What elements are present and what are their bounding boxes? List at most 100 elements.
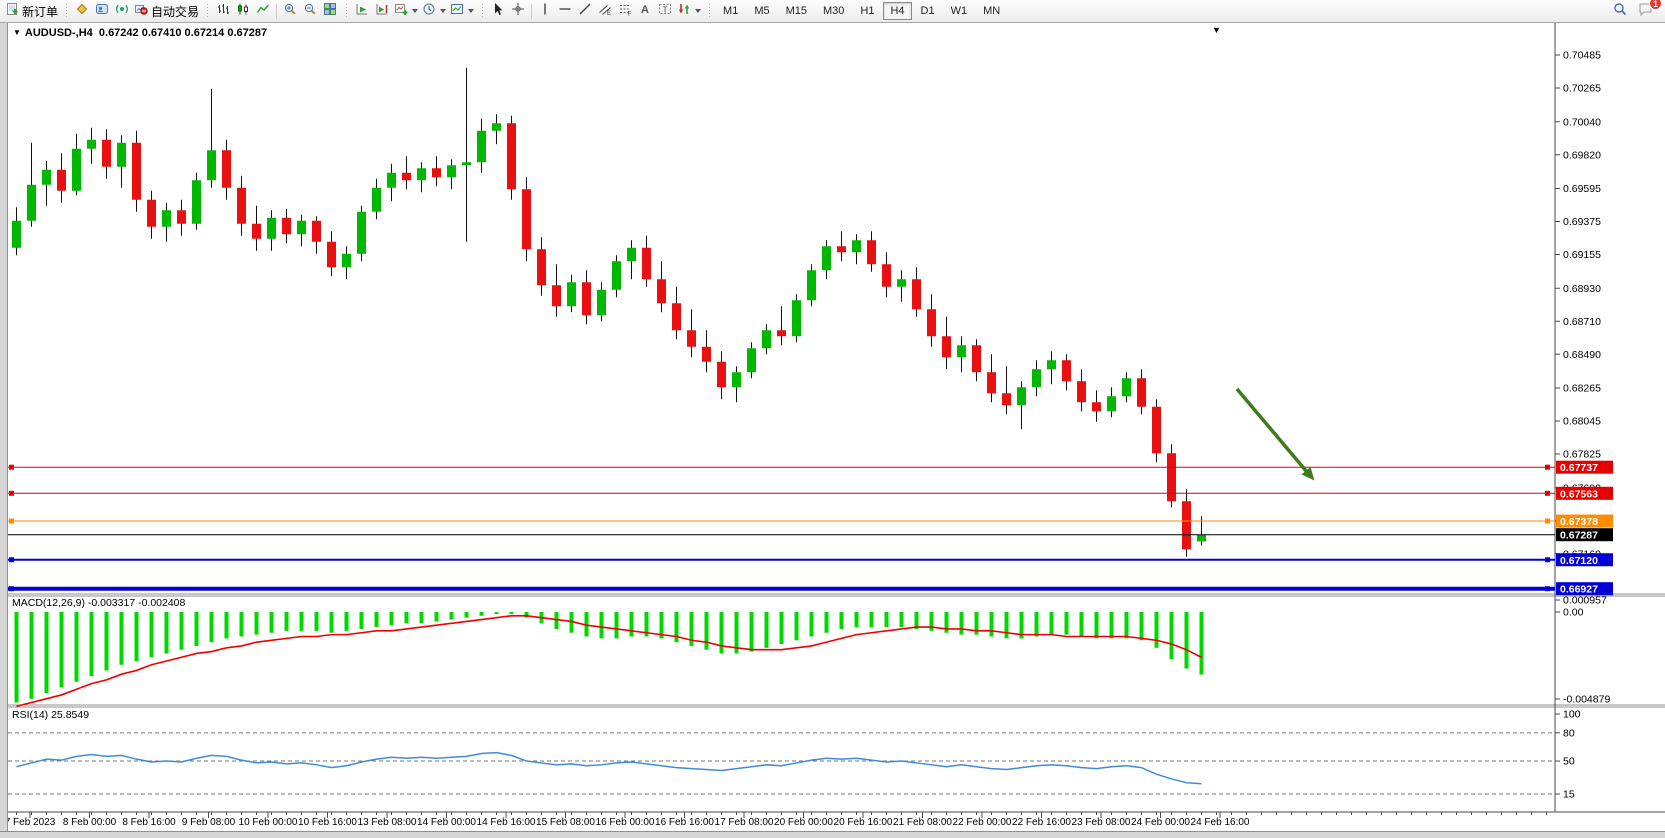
equidistant-channel-button[interactable]: E <box>595 1 615 21</box>
line-handle[interactable] <box>9 586 14 592</box>
timeframe-D1[interactable]: D1 <box>920 5 935 17</box>
macd-bar <box>134 612 139 662</box>
templates-button[interactable] <box>448 1 476 21</box>
main-toolbar: 新订单 自动交易 E F A T M1 M5 M15 M30 H1 H4 D1 W1 MN 1 <box>0 0 1665 23</box>
toolbar-separator <box>531 3 533 19</box>
candle-body <box>867 240 876 265</box>
line-handle[interactable] <box>1545 586 1550 592</box>
fibonacci-button[interactable]: F <box>615 1 635 21</box>
macd-bar <box>359 612 364 629</box>
zoom-out-button[interactable] <box>300 1 320 21</box>
line-handle[interactable] <box>9 490 14 496</box>
horizontal-line-button[interactable] <box>555 1 575 21</box>
line-handle[interactable] <box>1545 464 1550 470</box>
chat-button[interactable]: 1 <box>1636 0 1662 21</box>
macd-bar <box>164 612 169 654</box>
indicators-button[interactable] <box>392 1 420 21</box>
trendline-button[interactable] <box>575 1 595 21</box>
vertical-line-button[interactable] <box>535 1 555 21</box>
zoom-in-button[interactable] <box>280 1 300 21</box>
line-handle[interactable] <box>9 464 14 470</box>
arrows-button[interactable] <box>675 1 703 21</box>
candle-body <box>372 187 381 212</box>
autotrading-button[interactable]: 自动交易 <box>132 1 201 21</box>
timeframe-M5[interactable]: M5 <box>754 5 770 17</box>
tile-windows-button[interactable] <box>320 1 340 21</box>
macd-bar <box>209 612 214 643</box>
chart-collapse-icon[interactable]: ▼ <box>13 28 21 37</box>
new-order-button[interactable]: 新订单 <box>3 1 60 21</box>
macd-bar <box>674 612 679 643</box>
chart-title: ▼ AUDUSD-,H4 0.67242 0.67410 0.67214 0.67… <box>13 27 267 39</box>
timeframe-H4[interactable]: H4 <box>883 2 912 20</box>
macd-bar <box>59 612 64 688</box>
dropdown-caret[interactable] <box>468 9 475 13</box>
candle-body <box>1122 378 1131 397</box>
toolbar-grip <box>479 3 486 19</box>
candle-body <box>1107 396 1116 412</box>
market-button[interactable] <box>72 1 92 21</box>
text-button[interactable]: A <box>635 1 655 21</box>
toolbar-grip <box>706 3 713 19</box>
macd-bar <box>1169 612 1174 660</box>
candle-body <box>282 217 291 235</box>
dropdown-caret[interactable] <box>695 9 702 13</box>
candle-body <box>1002 393 1011 406</box>
time-tick-label: 16 Feb 00:00 <box>596 817 655 828</box>
timeframe-MN[interactable]: MN <box>983 5 1001 17</box>
timeframe-M30[interactable]: M30 <box>823 5 845 17</box>
chart-shift-marker[interactable]: ▼ <box>1212 25 1221 35</box>
annotation-arrowhead[interactable] <box>1301 467 1315 481</box>
auto-scroll-button[interactable] <box>352 1 372 21</box>
macd-bar <box>1184 612 1189 669</box>
candle-body <box>1077 381 1086 403</box>
macd-bar <box>764 612 769 648</box>
periods-button[interactable] <box>420 1 448 21</box>
dropdown-caret[interactable] <box>440 9 447 13</box>
line-handle[interactable] <box>9 518 14 524</box>
candlestick-button[interactable] <box>233 1 253 21</box>
price-badge <box>1556 553 1613 567</box>
line-handle[interactable] <box>1545 490 1550 496</box>
macd-bar <box>494 612 499 614</box>
crosshair-button[interactable] <box>508 1 528 21</box>
candle-body <box>387 172 396 188</box>
timeframe-H1[interactable]: H1 <box>860 5 875 17</box>
time-tick-label: 9 Feb 08:00 <box>182 817 236 828</box>
line-handle[interactable] <box>1545 518 1550 524</box>
rsi-axis-label: 50 <box>1563 756 1575 768</box>
annotation-arrow[interactable] <box>1235 387 1309 474</box>
text-label-button[interactable]: T <box>655 1 675 21</box>
macd-bar <box>1049 612 1054 635</box>
time-tick-label: 22 Feb 00:00 <box>953 817 1012 828</box>
time-tick-label: 24 Feb 00:00 <box>1131 817 1190 828</box>
macd-bar <box>899 612 904 628</box>
signals-button[interactable] <box>112 1 132 21</box>
profile-button[interactable] <box>92 1 112 21</box>
macd-bar <box>1154 612 1159 648</box>
auto-scroll-icon <box>355 2 369 21</box>
price-badge <box>1556 460 1613 474</box>
candle-body <box>642 247 651 280</box>
cursor-button[interactable] <box>488 1 508 21</box>
cursor-icon <box>491 2 505 21</box>
candle-body <box>297 220 306 235</box>
dropdown-caret[interactable] <box>412 9 419 13</box>
line-chart-button[interactable] <box>253 1 273 21</box>
line-handle[interactable] <box>9 557 14 563</box>
timeframe-W1[interactable]: W1 <box>950 5 968 17</box>
macd-bar <box>509 612 514 614</box>
time-tick-label: 16 Feb 16:00 <box>655 817 714 828</box>
macd-signal-line <box>16 614 1202 708</box>
clock-icon <box>422 2 436 21</box>
line-handle[interactable] <box>1545 557 1550 563</box>
bar-chart-button[interactable] <box>213 1 233 21</box>
search-button[interactable] <box>1610 1 1630 21</box>
timeframe-M1[interactable]: M1 <box>723 5 739 17</box>
timeframe-M15[interactable]: M15 <box>785 5 807 17</box>
macd-bar <box>404 612 409 624</box>
price-badge <box>1556 514 1613 528</box>
time-tick-label: 7 Feb 2023 <box>5 817 56 828</box>
chart-shift-button[interactable] <box>372 1 392 21</box>
